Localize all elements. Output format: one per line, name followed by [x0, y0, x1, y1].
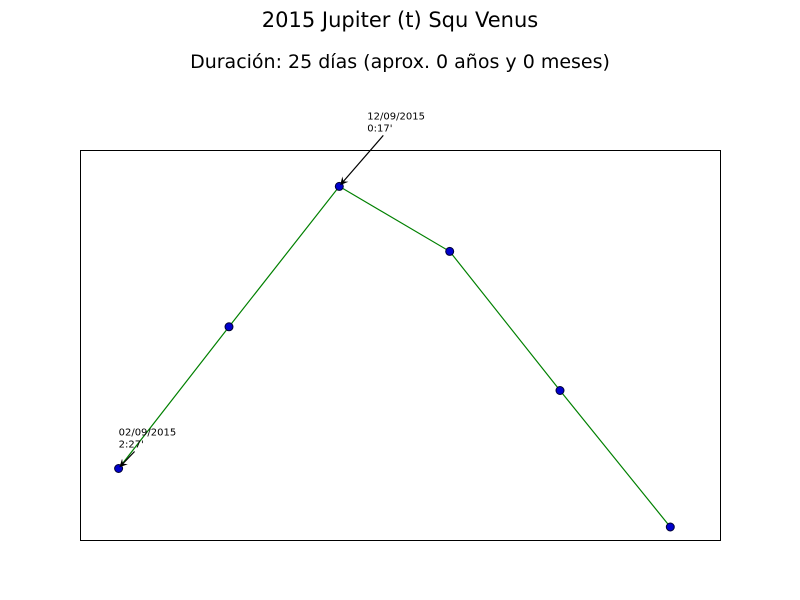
series-line: [118, 185, 671, 528]
annotation-1-line-1: 0:17': [367, 123, 392, 134]
data-point-4: [555, 386, 565, 395]
plot-area-frame: [80, 150, 721, 541]
chart-subtitle: Duración: 25 días (aprox. 0 años y 0 mes…: [190, 51, 610, 73]
annotation-0-line-0: 02/09/2015: [119, 428, 177, 439]
marker-layer: [114, 181, 675, 532]
series-layer: [118, 185, 671, 528]
annotation-0-line-1: 2:27': [119, 440, 144, 451]
annotation-1-arrow: [340, 135, 384, 186]
chart-title: 2015 Jupiter (t) Squ Venus: [261, 8, 539, 32]
annotation-1-line-0: 12/09/2015: [367, 111, 425, 122]
data-point-1: [224, 322, 234, 332]
data-point-5: [665, 522, 675, 532]
annotation-0-arrow: [119, 451, 136, 468]
data-point-3: [445, 246, 455, 256]
